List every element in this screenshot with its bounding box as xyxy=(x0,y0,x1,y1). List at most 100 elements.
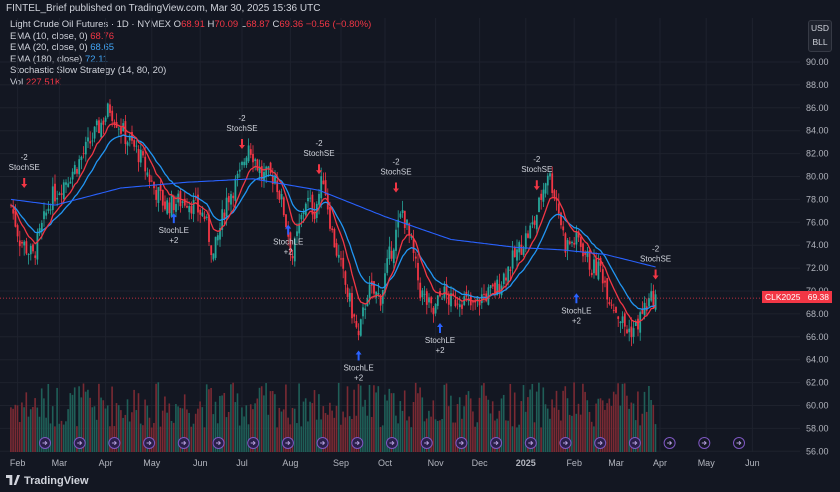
volume-bar xyxy=(623,383,626,452)
candle-body xyxy=(355,320,358,328)
volume-bar xyxy=(604,409,606,452)
currency-unit-button[interactable]: USD BLL xyxy=(808,20,832,52)
volume-bar xyxy=(186,409,188,452)
volume-bar xyxy=(408,416,410,452)
ema180-value: 72.11 xyxy=(84,53,109,65)
volume-bar xyxy=(474,426,476,452)
volume-bar xyxy=(516,427,518,452)
symbol-row[interactable]: Light Crude Oil Futures · 1D · NYMEX O68… xyxy=(10,19,371,31)
volume-bar xyxy=(243,416,245,452)
currency-code: USD xyxy=(811,23,829,33)
volume-bar xyxy=(377,386,380,452)
candle-body xyxy=(359,319,362,336)
volume-bar xyxy=(384,394,386,452)
ema180-row[interactable]: EMA (180, close) 72.11 xyxy=(10,54,371,66)
price-tag-value: 69.38 xyxy=(807,292,829,302)
signal-label: +2 xyxy=(354,374,364,383)
price-scale-label: 82.00 xyxy=(806,149,829,159)
volume-bar xyxy=(590,421,593,452)
volume-bar xyxy=(362,406,364,452)
volume-bar xyxy=(379,426,382,452)
volume-bar xyxy=(461,418,463,452)
volume-bar xyxy=(641,413,644,452)
candle-body xyxy=(91,140,94,142)
candle-body xyxy=(168,202,171,214)
candle-body xyxy=(159,184,162,192)
volume-bar xyxy=(164,396,166,452)
long-signal-arrow xyxy=(437,323,443,334)
candle-body xyxy=(124,121,127,144)
price-scale-label: 60.00 xyxy=(806,401,829,411)
candle-body xyxy=(236,173,239,179)
volume-bar xyxy=(643,391,646,452)
volume-bar xyxy=(51,406,54,452)
candle-body xyxy=(637,318,639,330)
event-arrow-icon xyxy=(597,440,603,446)
volume-bar xyxy=(120,410,122,452)
candle-body xyxy=(82,153,85,154)
signal-label: StochSE xyxy=(226,124,257,133)
volume-bar xyxy=(34,398,36,452)
volume-bar xyxy=(370,416,373,452)
candle-body xyxy=(538,197,540,213)
volume-bar xyxy=(62,424,65,452)
candle-body xyxy=(144,156,147,172)
candle-body xyxy=(384,273,386,293)
volume-bar xyxy=(436,420,439,452)
volume-bar xyxy=(67,409,69,452)
volume-bar xyxy=(502,394,505,452)
candle-body xyxy=(111,110,114,121)
candle-body xyxy=(575,231,578,245)
candle-body xyxy=(45,212,48,216)
tradingview-logo[interactable]: TradingView xyxy=(6,475,89,487)
price-scale-label: 74.00 xyxy=(806,240,829,250)
event-arrow-icon xyxy=(146,440,152,446)
event-arrow-icon xyxy=(701,440,707,446)
candle-body xyxy=(150,180,153,182)
time-scale-label: Dec xyxy=(472,458,489,468)
volume-bar xyxy=(179,407,182,452)
signal-label: -2 xyxy=(21,153,29,162)
candle-body xyxy=(450,293,452,307)
volume-row[interactable]: Vol 227.51K xyxy=(10,77,371,89)
volume-bar xyxy=(71,394,74,452)
volume-bar xyxy=(513,392,516,452)
volume-bar xyxy=(586,400,589,452)
volume-bar xyxy=(142,425,144,452)
candle-body xyxy=(23,241,26,246)
volume-bar xyxy=(296,423,298,452)
strategy-row[interactable]: Stochastic Slow Strategy (14, 80, 20) xyxy=(10,65,371,77)
volume-bar xyxy=(579,414,582,452)
candle-body xyxy=(276,180,279,193)
candle-body xyxy=(194,197,197,199)
candle-body xyxy=(84,141,87,155)
volume-bar xyxy=(287,417,289,452)
candle-body xyxy=(480,294,483,304)
candle-body xyxy=(535,214,538,230)
signal-label: -2 xyxy=(238,114,246,123)
volume-bar xyxy=(117,405,120,452)
candle-body xyxy=(619,321,622,324)
candle-body xyxy=(260,166,263,180)
volume-bar xyxy=(491,401,494,452)
volume-bar xyxy=(89,397,91,452)
price-scale-label: 84.00 xyxy=(806,126,829,136)
ema10-row[interactable]: EMA (10, close, 0) 68.76 xyxy=(10,31,371,43)
c-label: C xyxy=(272,19,280,30)
volume-bar xyxy=(546,408,549,452)
candle-body xyxy=(51,186,54,210)
candle-body xyxy=(139,149,142,163)
time-scale-label: 2025 xyxy=(516,458,536,468)
candle-body xyxy=(324,180,327,196)
volume-bar xyxy=(302,401,305,452)
candle-body xyxy=(612,310,615,311)
ema20-row[interactable]: EMA (20, close, 0) 68.65 xyxy=(10,42,371,54)
time-scale-label: Apr xyxy=(99,458,113,468)
event-arrow-icon xyxy=(528,440,534,446)
candle-body xyxy=(201,212,204,217)
volume-bar xyxy=(311,403,314,452)
candle-body xyxy=(67,183,70,187)
candle-body xyxy=(568,241,571,244)
volume-bar xyxy=(45,417,47,452)
